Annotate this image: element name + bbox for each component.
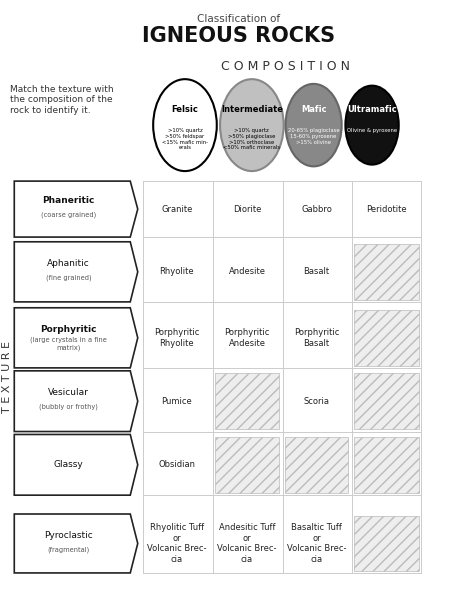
Bar xyxy=(285,437,348,493)
Text: Pumice: Pumice xyxy=(162,397,192,406)
Text: Classification of: Classification of xyxy=(197,14,280,24)
Text: C O M P O S I T I O N: C O M P O S I T I O N xyxy=(221,60,350,73)
Text: Vesicular: Vesicular xyxy=(48,388,89,397)
Text: IGNEOUS ROCKS: IGNEOUS ROCKS xyxy=(142,26,335,46)
Text: 20-65% plagioclase
15-60% pyroxene
>15% olivine: 20-65% plagioclase 15-60% pyroxene >15% … xyxy=(288,128,339,144)
Text: (fine grained): (fine grained) xyxy=(46,275,91,281)
Text: Match the texture with
the composition of the
rock to identify it.: Match the texture with the composition o… xyxy=(9,85,113,115)
Text: Aphanitic: Aphanitic xyxy=(47,259,90,268)
Text: Mafic: Mafic xyxy=(301,105,327,114)
Ellipse shape xyxy=(220,79,283,171)
Bar xyxy=(354,516,419,571)
Text: Porphyritic: Porphyritic xyxy=(40,325,97,334)
Ellipse shape xyxy=(285,84,342,166)
Polygon shape xyxy=(14,242,138,302)
Text: (fragmental): (fragmental) xyxy=(47,546,90,552)
Text: Andesitic Tuff
or
Volcanic Brec-
cia: Andesitic Tuff or Volcanic Brec- cia xyxy=(217,523,277,564)
Ellipse shape xyxy=(153,79,217,171)
Text: Rhyolitic Tuff
or
Volcanic Brec-
cia: Rhyolitic Tuff or Volcanic Brec- cia xyxy=(147,523,207,564)
Text: (bubbly or frothy): (bubbly or frothy) xyxy=(39,404,98,410)
Text: Felsic: Felsic xyxy=(172,105,199,114)
Bar xyxy=(215,373,279,429)
Text: Porphyritic
Andesite: Porphyritic Andesite xyxy=(224,328,270,348)
Text: Porphyritic
Basalt: Porphyritic Basalt xyxy=(294,328,339,348)
Text: Ultramafic: Ultramafic xyxy=(347,105,397,114)
Text: Scoria: Scoria xyxy=(304,397,329,406)
Polygon shape xyxy=(14,435,138,495)
Ellipse shape xyxy=(346,86,399,165)
Bar xyxy=(354,373,419,429)
Text: Andesite: Andesite xyxy=(228,268,265,276)
Polygon shape xyxy=(14,308,138,368)
Bar xyxy=(215,437,279,493)
Polygon shape xyxy=(14,181,138,237)
Text: (coarse grained): (coarse grained) xyxy=(41,212,96,218)
Text: Glassy: Glassy xyxy=(54,461,83,469)
Text: >10% quartz
>50% plagioclase
>10% orthoclase
<50% mafic minerals: >10% quartz >50% plagioclase >10% orthoc… xyxy=(223,128,281,150)
Text: Basalt: Basalt xyxy=(303,268,330,276)
Text: Obsidian: Obsidian xyxy=(158,461,195,469)
Bar xyxy=(354,244,419,300)
Polygon shape xyxy=(14,371,138,432)
Text: Porphyritic
Rhyolite: Porphyritic Rhyolite xyxy=(154,328,200,348)
Text: Basaltic Tuff
or
Volcanic Brec-
cia: Basaltic Tuff or Volcanic Brec- cia xyxy=(287,523,346,564)
Text: Diorite: Diorite xyxy=(233,205,261,214)
Text: Phaneritic: Phaneritic xyxy=(42,197,95,205)
Polygon shape xyxy=(14,514,138,573)
Bar xyxy=(354,437,419,493)
Text: T E X T U R E: T E X T U R E xyxy=(2,341,12,413)
Text: Gabbro: Gabbro xyxy=(301,205,332,214)
Text: Pyroclastic: Pyroclastic xyxy=(44,530,93,540)
Text: Granite: Granite xyxy=(161,205,192,214)
Text: Olivine & pyroxene: Olivine & pyroxene xyxy=(347,128,397,133)
Text: Intermediate: Intermediate xyxy=(221,105,283,114)
Text: Rhyolite: Rhyolite xyxy=(159,268,194,276)
Text: >10% quartz
>50% feldspar
<15% mafic min-
erals: >10% quartz >50% feldspar <15% mafic min… xyxy=(162,128,208,150)
Bar xyxy=(354,310,419,365)
Text: (large crystals in a fine
matrix): (large crystals in a fine matrix) xyxy=(30,337,107,350)
Text: Peridotite: Peridotite xyxy=(366,205,407,214)
